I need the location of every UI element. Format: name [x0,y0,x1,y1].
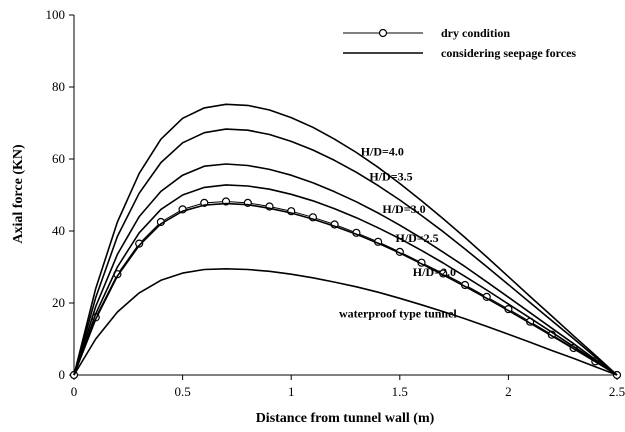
series-layer [69,103,622,380]
dry-condition-point [135,239,144,248]
series-seepage-line [73,163,618,376]
legend-dry-marker [378,28,388,38]
curve-annotation: H/D=2.0 [413,265,456,279]
legend-label-seepage: considering seepage forces [441,46,576,60]
x-tick-label: 0 [71,384,78,399]
curve-annotation: H/D=4.0 [361,144,404,158]
series-seepage-line [73,103,618,376]
series-seepage-line [73,184,618,376]
series-seepage-line [73,128,618,376]
curve-annotation: H/D=2.5 [396,231,439,245]
y-tick-label: 20 [52,295,65,310]
legend-label-dry: dry condition [441,26,510,40]
x-tick-label: 1 [288,384,295,399]
x-tick-label: 0.5 [174,384,190,399]
curve-annotation: H/D=3.0 [382,202,425,216]
y-tick-label: 0 [59,367,66,382]
x-tick-label: 2 [505,384,512,399]
x-tick-label: 1.5 [392,384,408,399]
series-seepage-line [73,202,618,376]
series-seepage-line [73,267,618,376]
annotations: H/D=4.0 H/D=3.5 H/D=3.0 H/D=2.5 H/D=2.0 water… [339,144,457,320]
curve-annotation: waterproof type tunnel [339,306,457,320]
y-axis-title: Axial force (KN) [11,144,26,244]
x-axis-title: Distance from tunnel wall (m) [256,411,435,426]
series-dry-condition-line [73,201,618,376]
x-tick-label: 2.5 [609,384,625,399]
y-tick-label: 60 [52,151,65,166]
y-tick-label: 100 [46,7,66,22]
legend: dry condition considering seepage forces [343,26,576,60]
y-tick-label: 40 [52,223,65,238]
curve-annotation: H/D=3.5 [369,170,412,184]
axes: 0 20 40 60 80 100 0 0.5 1 1.5 2 2.5 [46,7,625,399]
y-tick-label: 80 [52,79,65,94]
